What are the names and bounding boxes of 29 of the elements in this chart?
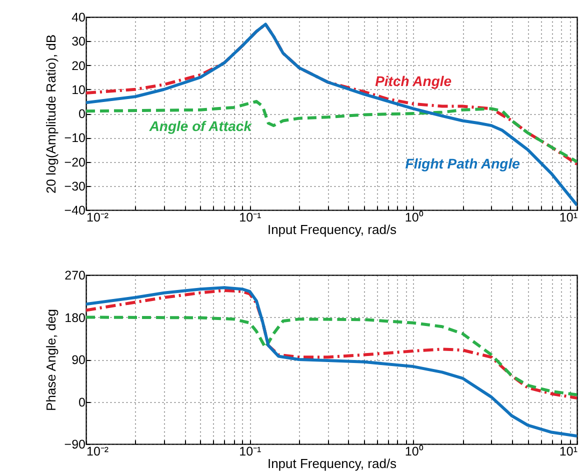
x-tick-label: 10⁻² (86, 444, 109, 458)
y-tick-label: −10 (64, 131, 86, 146)
x-tick-label: 10¹ (559, 444, 578, 458)
y-tick-label: 180 (64, 310, 86, 325)
x-tick-label: 10⁻¹ (239, 444, 262, 458)
x-axis-title: Input Frequency, rad/s (267, 222, 398, 237)
annotation: Flight Path Angle (405, 156, 520, 172)
y-tick-label: 90 (72, 353, 86, 367)
y-tick-label: 30 (72, 34, 86, 49)
annotation: Angle of Attack (148, 118, 253, 134)
y-tick-label: 20 (72, 58, 86, 73)
y-tick-label: 270 (64, 268, 86, 282)
y-tick-label: −90 (64, 438, 86, 452)
x-tick-label: 10⁰ (404, 210, 424, 224)
x-axis-title: Input Frequency, rad/s (267, 456, 398, 471)
y-tick-label: 40 (72, 10, 86, 24)
y-tick-label: −40 (64, 204, 86, 218)
y-tick-label: 0 (78, 107, 86, 121)
y-tick-label: 0 (78, 395, 86, 410)
y-tick-label: −30 (64, 179, 86, 194)
x-tick-label: 10¹ (559, 210, 578, 224)
y-axis-title: 20 log(Amplitude Ratio), dB (43, 34, 58, 194)
x-tick-label: 10⁰ (404, 444, 424, 458)
annotation: Pitch Angle (375, 72, 452, 89)
x-tick-label: 10⁻¹ (239, 210, 262, 224)
y-tick-label: −20 (64, 155, 86, 170)
x-tick-label: 10⁻² (86, 210, 109, 224)
y-axis-title: Phase Angle, deg (43, 309, 58, 411)
y-tick-label: 10 (72, 82, 86, 97)
